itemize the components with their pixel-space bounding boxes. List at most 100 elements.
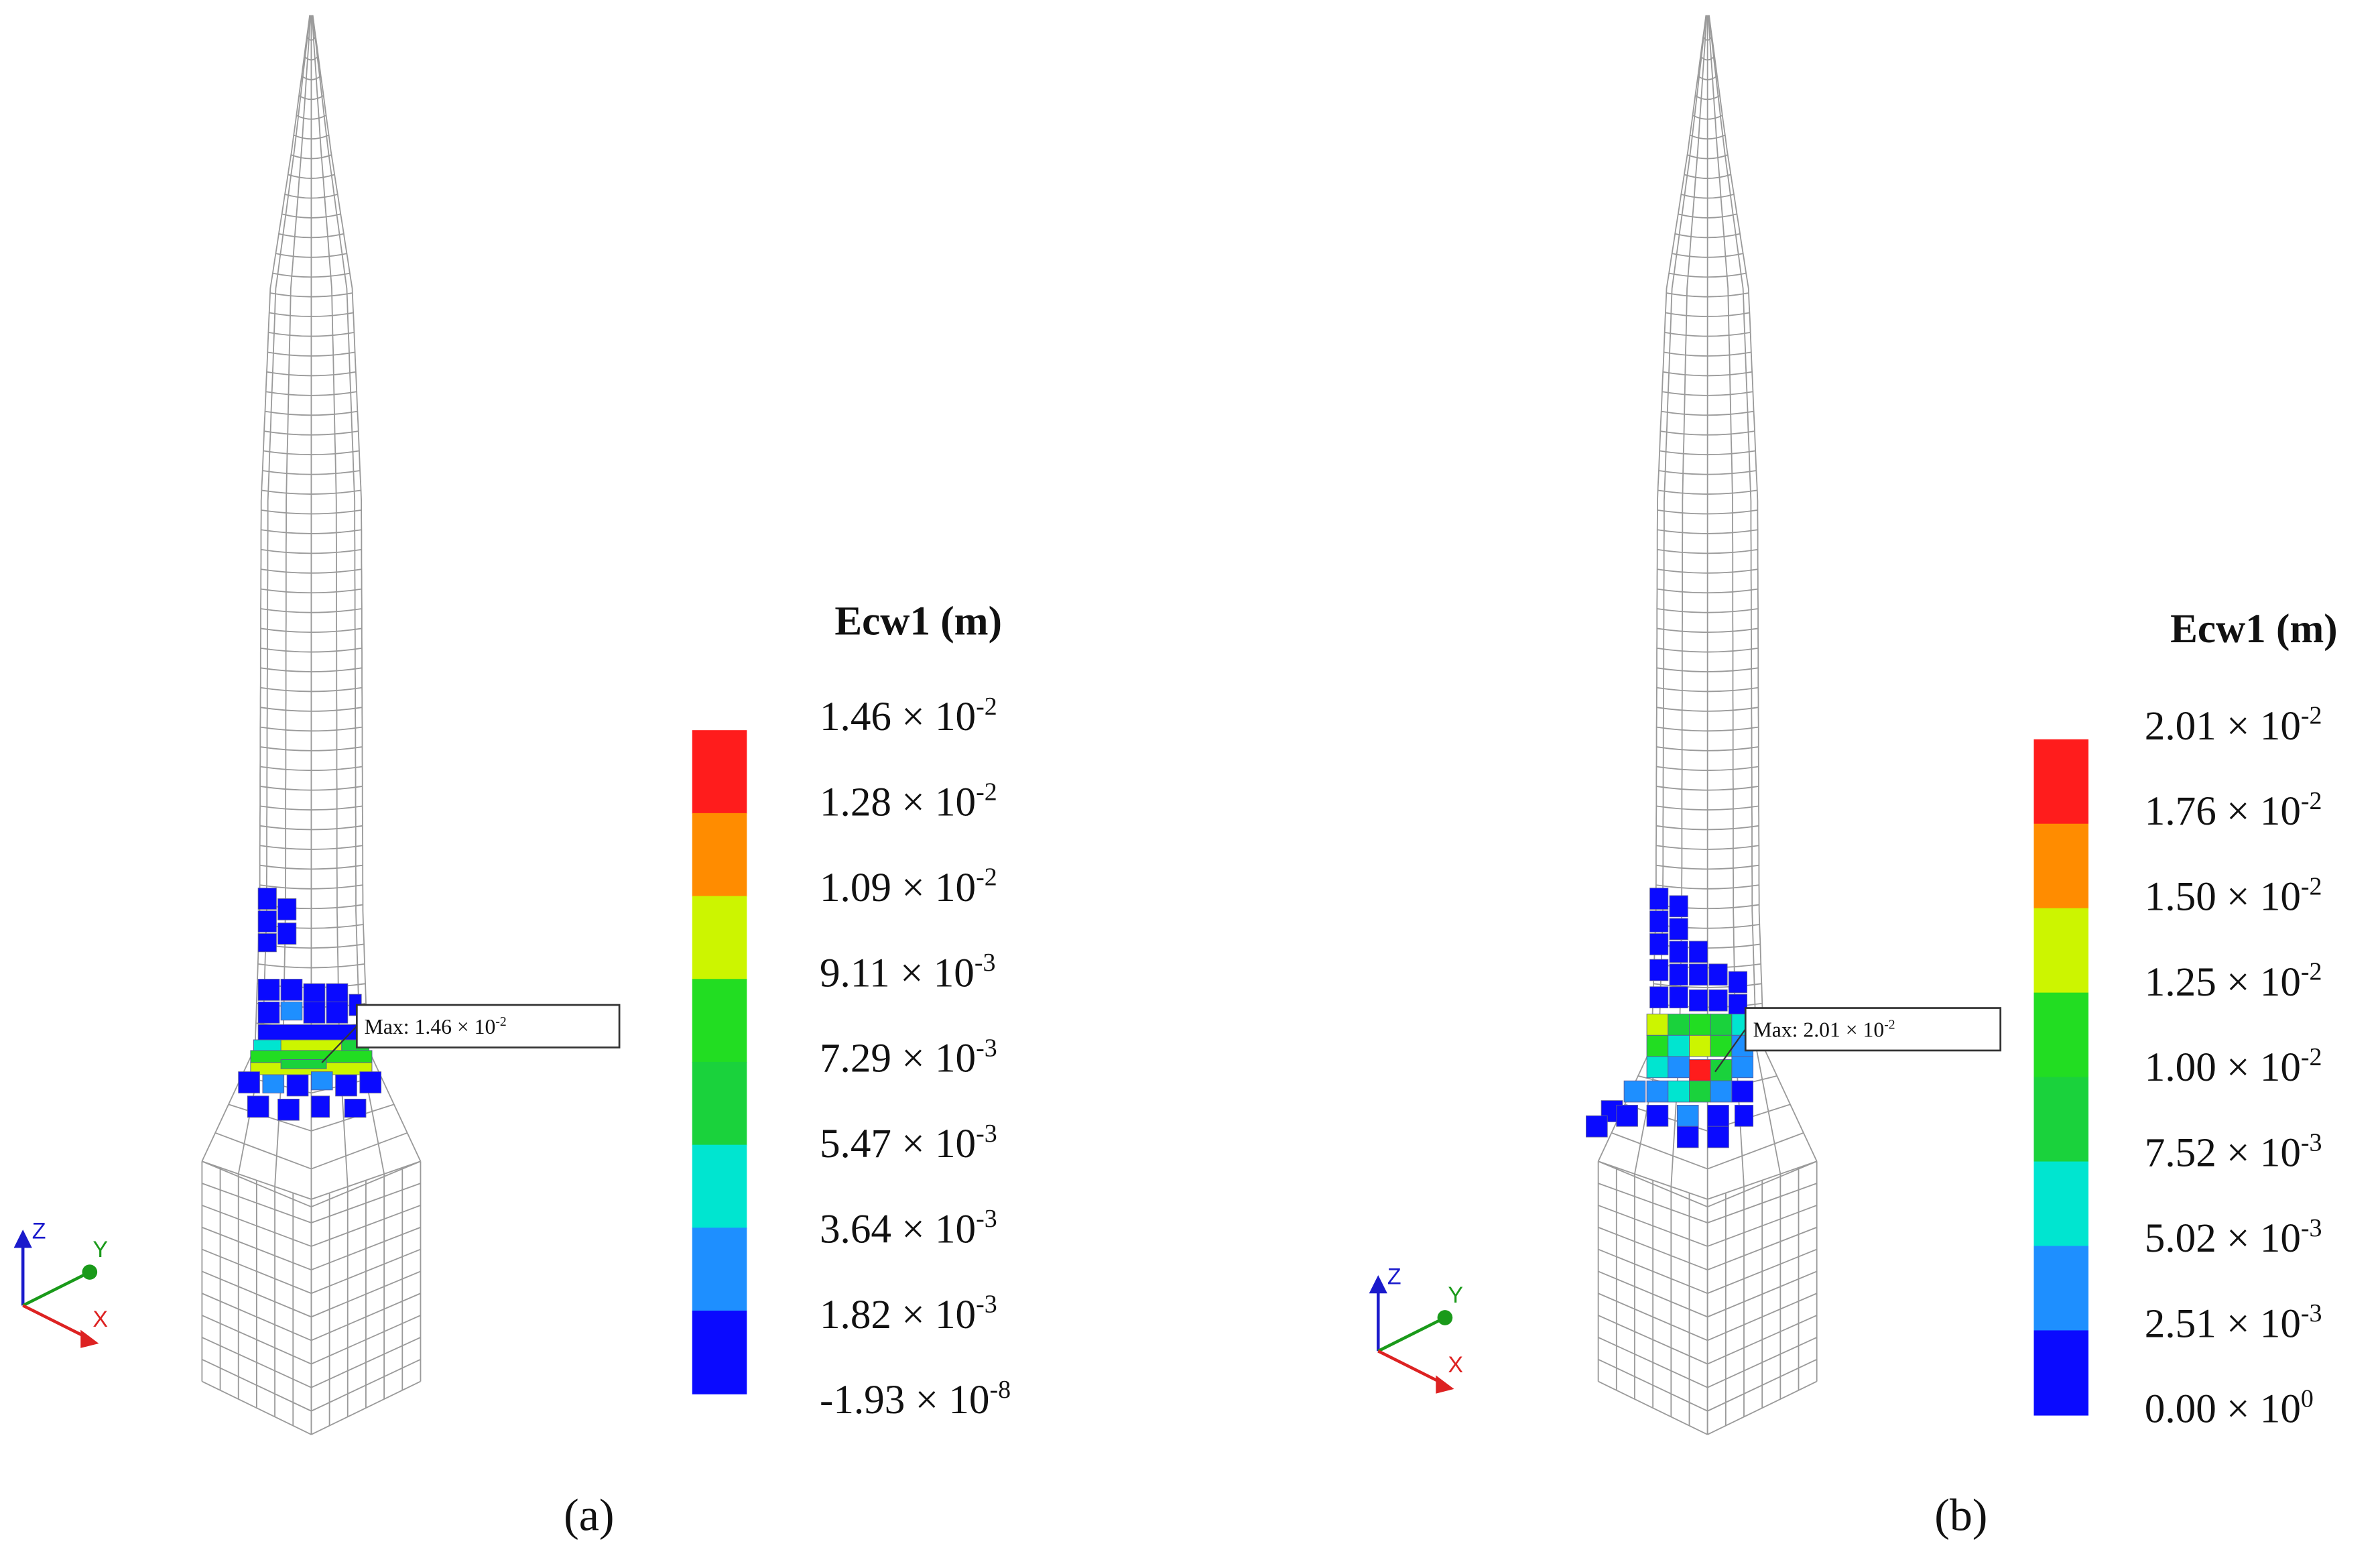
legend-label-base: 1.82 × 10 [820,1293,976,1337]
contour-patch [277,1098,300,1121]
legend-title: Ecw1 (m) [834,599,1002,644]
contour-patch [1731,1080,1754,1103]
contour-patch [1646,1056,1669,1079]
mesh-line [1708,15,1757,1048]
contour-patch [1668,1034,1690,1057]
legend-label-base: 3.64 × 10 [820,1207,976,1252]
legend-label-base: 1.50 × 10 [2145,875,2301,920]
contour-patch [1616,1105,1638,1127]
legend-label-base: 2.01 × 10 [2145,704,2301,749]
legend-label-base: 1.28 × 10 [820,780,976,825]
contour-patch [262,1074,285,1093]
contour-patch [1669,918,1688,941]
mesh-line [1598,1358,1708,1412]
contour-patch [253,1039,281,1053]
contour-patch [1646,1034,1669,1057]
contour-patch [238,1071,260,1093]
legend-label-exponent: 0 [2301,1385,2314,1413]
legend-label-base: 5.02 × 10 [2145,1216,2301,1261]
color-bar-segment [692,813,747,897]
mesh-line [202,1226,312,1271]
contour-patch [1689,1059,1711,1081]
axis-z-head [13,1230,32,1248]
legend-label-base: 7.29 × 10 [820,1036,976,1081]
contour-patch [344,1098,367,1118]
contour-patch [1731,1056,1754,1079]
color-bar-segment [692,1144,747,1229]
mesh-line [1755,1047,1781,1175]
contour-patch [1586,1115,1608,1138]
contour-patch [1710,1014,1733,1036]
legend-label: 3.64 × 10-3 [820,1205,997,1252]
mesh-line [254,15,311,1048]
max-label: Max: 1.46 × 10-2 [365,1014,507,1038]
max-label-exponent: -2 [1884,1018,1895,1032]
mesh-line [1678,15,1708,1048]
contour-patch [286,1074,309,1097]
max-label-box [1744,1007,2002,1052]
panel-caption: (a) [564,1490,614,1541]
legend-label-base: 0.00 × 10 [2145,1387,2301,1432]
contour-patch [257,979,280,1001]
contour-patch [1707,1105,1729,1127]
contour-patch [280,979,303,1001]
max-label-box [355,1004,621,1049]
mesh-line [311,1337,421,1388]
axis-z-head [1369,1275,1387,1294]
mesh-line [311,1270,421,1318]
contour-patch [1669,895,1688,918]
mesh-line [202,1248,312,1295]
contour-patch [335,1074,357,1097]
axis-x-head [80,1329,99,1348]
mesh-line [1707,1358,1818,1412]
legend-label: 9.11 × 10-3 [820,949,995,996]
mesh-line [312,15,361,1048]
contour-patch [310,1095,330,1118]
legend-label: 7.52 × 10-3 [2145,1128,2322,1175]
contour-patch [1689,963,1708,986]
mesh-ring [1611,1132,1804,1170]
mesh-line [202,1205,312,1247]
mesh-line [202,1270,312,1318]
legend-label-exponent: -2 [2301,872,2322,900]
legend-label: 5.02 × 10-3 [2145,1214,2322,1261]
mesh-line [201,1380,312,1435]
axis-y-label: Y [92,1237,108,1262]
contour-patch [1649,986,1669,1009]
axis-z-label: Z [1387,1264,1401,1290]
color-bar-segment [692,1311,747,1394]
legend-label: 1.46 × 10-2 [820,693,997,739]
mesh-line [1707,1315,1818,1365]
legend-label-exponent: -3 [976,1120,997,1148]
legend-label-exponent: -3 [976,1205,997,1233]
legend-label-exponent: -2 [2301,1043,2322,1071]
color-bar-segment [2033,823,2089,909]
max-label-exponent: -2 [495,1014,506,1029]
mesh-line [1598,1337,1708,1388]
legend-label-exponent: -3 [2301,1214,2322,1242]
mesh-line [1707,1293,1818,1341]
axis-y-head [1437,1310,1453,1325]
mesh-ring [214,1132,408,1170]
color-bar-segment [692,1061,747,1146]
contour-patch [1649,959,1669,981]
color-bar-segment [2033,739,2089,825]
contour-patch [1708,989,1728,1012]
max-label: Max: 2.01 × 10-2 [1753,1018,1895,1042]
contour-patch [257,1024,365,1040]
axis-y [22,1270,90,1307]
legend-title: Ecw1 (m) [2170,607,2338,652]
color-bar-segment [2033,1330,2089,1416]
legend-label: 2.01 × 10-2 [2145,702,2322,749]
mesh-line [1707,15,1737,1048]
legend-label-exponent: -2 [2301,787,2322,815]
legend-label-base: 1.76 × 10 [2145,789,2301,834]
contour-patch [280,1059,327,1069]
contour-patch [1707,1126,1729,1148]
mesh-line [1707,1183,1818,1223]
axis-y-label: Y [1448,1282,1463,1308]
legend-label-base: 1.00 × 10 [2145,1045,2301,1090]
contour-patch [1676,1126,1699,1148]
legend-label-exponent: -3 [2301,1299,2322,1327]
contour-patch [257,888,277,910]
